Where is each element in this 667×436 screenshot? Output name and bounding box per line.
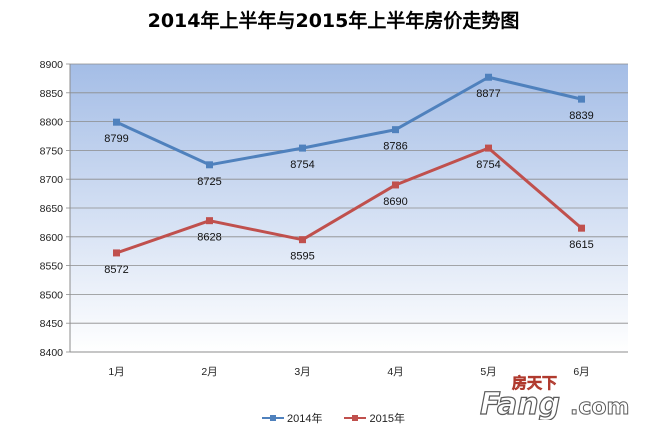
series-group: 8799 8725 8754 8786 8877 8839 8572 8628 8595 8690…	[104, 73, 594, 276]
data-point[interactable]	[113, 118, 120, 126]
x-tick-label: 2月	[201, 366, 217, 378]
svg-text:房天下: 房天下	[512, 374, 557, 392]
y-tick-label: 8900	[40, 59, 64, 71]
series-line	[116, 146, 583, 255]
legend: 2014年 2015年	[262, 410, 405, 426]
y-tick-label: 8550	[40, 261, 64, 273]
data-point[interactable]	[299, 236, 306, 244]
data-label: 8754	[476, 159, 500, 171]
data-point[interactable]	[392, 181, 399, 189]
data-label: 8615	[569, 239, 593, 251]
data-label: 8754	[290, 159, 314, 171]
data-point[interactable]	[578, 95, 585, 103]
y-tick-label: 8850	[40, 88, 64, 100]
data-label: 8725	[197, 176, 221, 188]
legend-item-2015[interactable]: 2015年	[344, 410, 405, 426]
y-axis: 8900 8850 8800 8750 8700 8650 8600 8550 8500 8450…	[40, 59, 71, 359]
data-point[interactable]	[485, 144, 492, 152]
legend-swatch-2014	[262, 413, 284, 423]
data-point[interactable]	[206, 161, 213, 169]
svg-text:Fang: Fang	[480, 387, 560, 420]
data-label: 8595	[290, 251, 314, 263]
series-2015年: 8572 8628 8595 8690 8754 8615	[104, 144, 594, 276]
legend-item-2014[interactable]: 2014年	[262, 410, 322, 426]
data-label: 8786	[383, 141, 407, 153]
data-point[interactable]	[392, 126, 399, 134]
y-tick-label: 8700	[40, 174, 64, 186]
y-tick-label: 8400	[40, 347, 64, 359]
x-tick-label: 4月	[387, 366, 403, 378]
data-label: 8799	[104, 133, 128, 145]
data-point[interactable]	[206, 217, 213, 225]
y-tick-label: 8500	[40, 289, 64, 301]
data-point[interactable]	[299, 144, 306, 152]
data-point[interactable]	[485, 73, 492, 81]
series-2014年: 8799 8725 8754 8786 8877 8839	[104, 73, 594, 188]
legend-label-2014: 2014年	[287, 413, 323, 425]
watermark-logo: 房天下 Fang .com	[479, 374, 630, 420]
legend-label-2015: 2015年	[369, 413, 405, 425]
data-label: 8628	[197, 232, 221, 244]
legend-swatch-2015	[344, 413, 367, 423]
svg-text:.com: .com	[570, 395, 629, 420]
grid-lines	[70, 63, 628, 353]
series-line	[115, 75, 582, 167]
y-tick-label: 8600	[40, 232, 64, 244]
chart-title: 2014年上半年与2015年上半年房价走势图	[147, 10, 520, 32]
y-tick-label: 8650	[40, 203, 64, 215]
x-tick-label: 3月	[294, 366, 310, 378]
y-tick-label: 8450	[40, 318, 64, 330]
x-axis: 1月 2月 3月 4月 5月 6月	[108, 366, 589, 378]
data-point[interactable]	[578, 224, 585, 232]
data-label: 8877	[476, 88, 500, 100]
y-tick-label: 8800	[40, 117, 64, 129]
data-label: 8572	[104, 264, 128, 276]
data-point[interactable]	[113, 249, 120, 257]
y-tick-label: 8750	[40, 145, 64, 157]
data-label: 8839	[569, 110, 593, 122]
x-tick-label: 1月	[108, 366, 124, 378]
data-label: 8690	[383, 196, 407, 208]
x-tick-label: 6月	[573, 366, 589, 378]
x-tick-label: 5月	[480, 366, 496, 378]
